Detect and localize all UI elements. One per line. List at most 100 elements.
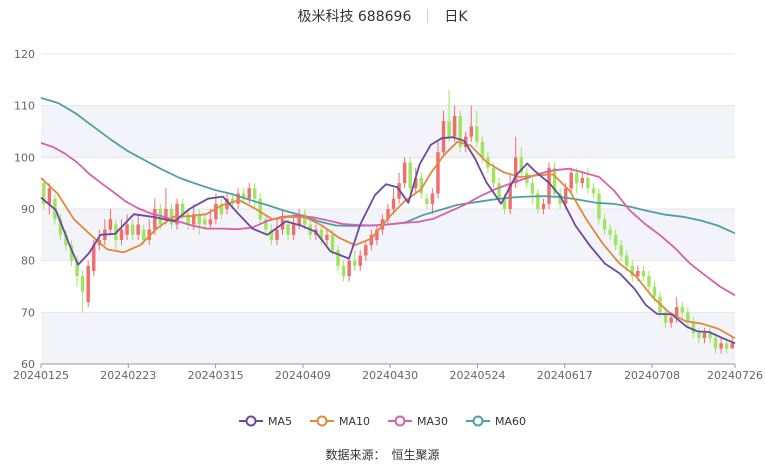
candle-body xyxy=(369,234,374,246)
legend-ma10-label: MA10 xyxy=(338,414,370,428)
y-tick-label: 70 xyxy=(21,306,35,319)
candle-body xyxy=(480,141,485,158)
candle-body xyxy=(203,219,207,225)
y-tick-label: 90 xyxy=(21,203,35,216)
candle-body xyxy=(680,307,684,313)
candle-body xyxy=(652,286,657,297)
candle-body xyxy=(552,167,557,194)
x-tick-label: 20240524 xyxy=(449,369,505,382)
candle-body xyxy=(575,172,579,184)
candle-body xyxy=(541,203,546,209)
candle-body xyxy=(241,193,246,199)
candle-body xyxy=(458,116,462,147)
candle-body xyxy=(686,312,690,323)
candle-body xyxy=(330,234,335,251)
source-value: 恒生聚源 xyxy=(391,448,440,462)
candle-body xyxy=(558,193,562,204)
candle-body xyxy=(319,229,324,240)
candle-body xyxy=(186,214,190,225)
x-tick-label: 20240708 xyxy=(624,369,680,382)
candle-body xyxy=(47,188,52,204)
candle-body xyxy=(452,116,457,137)
candle-body xyxy=(702,333,707,339)
candle-body xyxy=(208,219,213,225)
candle-body xyxy=(491,167,496,184)
candle-body xyxy=(291,224,296,235)
candle-body xyxy=(175,203,179,225)
candle-body xyxy=(164,209,168,220)
candle-body xyxy=(708,333,712,339)
candle-body xyxy=(386,209,390,220)
x-tick-label: 20240125 xyxy=(13,369,69,382)
candle-body xyxy=(730,343,734,349)
candle-body xyxy=(497,183,501,199)
chart-legend: MA5 MA10 MA30 MA60 xyxy=(0,412,765,430)
candle-body xyxy=(275,229,279,240)
candle-body xyxy=(286,224,290,235)
legend-ma5-icon xyxy=(238,415,263,427)
candle-body xyxy=(42,183,46,204)
candle-body xyxy=(475,126,479,142)
ma5-line xyxy=(40,136,736,345)
candle-body xyxy=(264,219,268,230)
x-tick-label: 20240409 xyxy=(275,369,331,382)
y-tick-label: 120 xyxy=(14,48,35,61)
candle-body xyxy=(619,245,623,256)
candle-body xyxy=(80,276,85,292)
candle-body xyxy=(180,203,185,215)
candle-body xyxy=(236,193,240,204)
y-tick-label: 60 xyxy=(21,358,35,371)
candle-body xyxy=(347,260,351,277)
candle-body xyxy=(352,260,357,266)
candle-body xyxy=(630,265,635,277)
candle-body xyxy=(536,193,540,209)
source-label: 数据来源： xyxy=(325,448,386,462)
data-source: 数据来源： 恒生聚源 xyxy=(0,446,765,463)
period-label: 日K xyxy=(444,9,468,25)
candle-body xyxy=(325,234,329,240)
legend-ma60-label: MA60 xyxy=(495,414,527,428)
candle-body xyxy=(547,167,551,204)
candle-body xyxy=(586,178,590,189)
header-separator xyxy=(427,9,429,23)
y-tick-label: 100 xyxy=(14,151,35,164)
candle-body xyxy=(92,245,96,271)
candle-body xyxy=(408,162,412,189)
legend-ma5-label: MA5 xyxy=(267,414,292,428)
candle-body xyxy=(219,203,224,215)
candle-body xyxy=(414,178,418,189)
legend-item-ma5[interactable]: MA5 xyxy=(238,412,292,430)
candle-body xyxy=(136,224,140,235)
x-tick-label: 20240726 xyxy=(707,369,763,382)
legend-item-ma30[interactable]: MA30 xyxy=(388,412,448,430)
ma10-line xyxy=(40,140,736,339)
candle-body xyxy=(86,265,90,302)
candle-body xyxy=(636,271,640,277)
candle-body xyxy=(580,178,585,184)
legend-item-ma60[interactable]: MA60 xyxy=(466,412,526,430)
x-tick-label: 20240315 xyxy=(188,369,244,382)
candle-body xyxy=(608,229,612,235)
candle-body xyxy=(191,214,196,225)
candle-body xyxy=(130,224,135,235)
y-tick-label: 80 xyxy=(21,255,35,268)
candle-body xyxy=(513,157,518,184)
candle-body xyxy=(447,121,451,137)
candle-body xyxy=(669,317,673,323)
candle-body xyxy=(69,245,74,261)
grid-band xyxy=(41,105,735,158)
candle-body xyxy=(108,219,113,230)
candle-body xyxy=(141,229,146,240)
grid-band xyxy=(41,312,735,364)
candle-body xyxy=(402,162,407,184)
candle-body xyxy=(425,198,429,204)
candle-body xyxy=(375,229,379,240)
candle-body xyxy=(647,276,651,287)
legend-item-ma10[interactable]: MA10 xyxy=(309,412,370,430)
candle-body xyxy=(297,214,301,225)
candle-body xyxy=(197,214,201,225)
candle-body xyxy=(125,224,129,235)
candle-body xyxy=(358,255,362,266)
candle-body xyxy=(419,178,424,194)
candle-body xyxy=(436,152,440,194)
